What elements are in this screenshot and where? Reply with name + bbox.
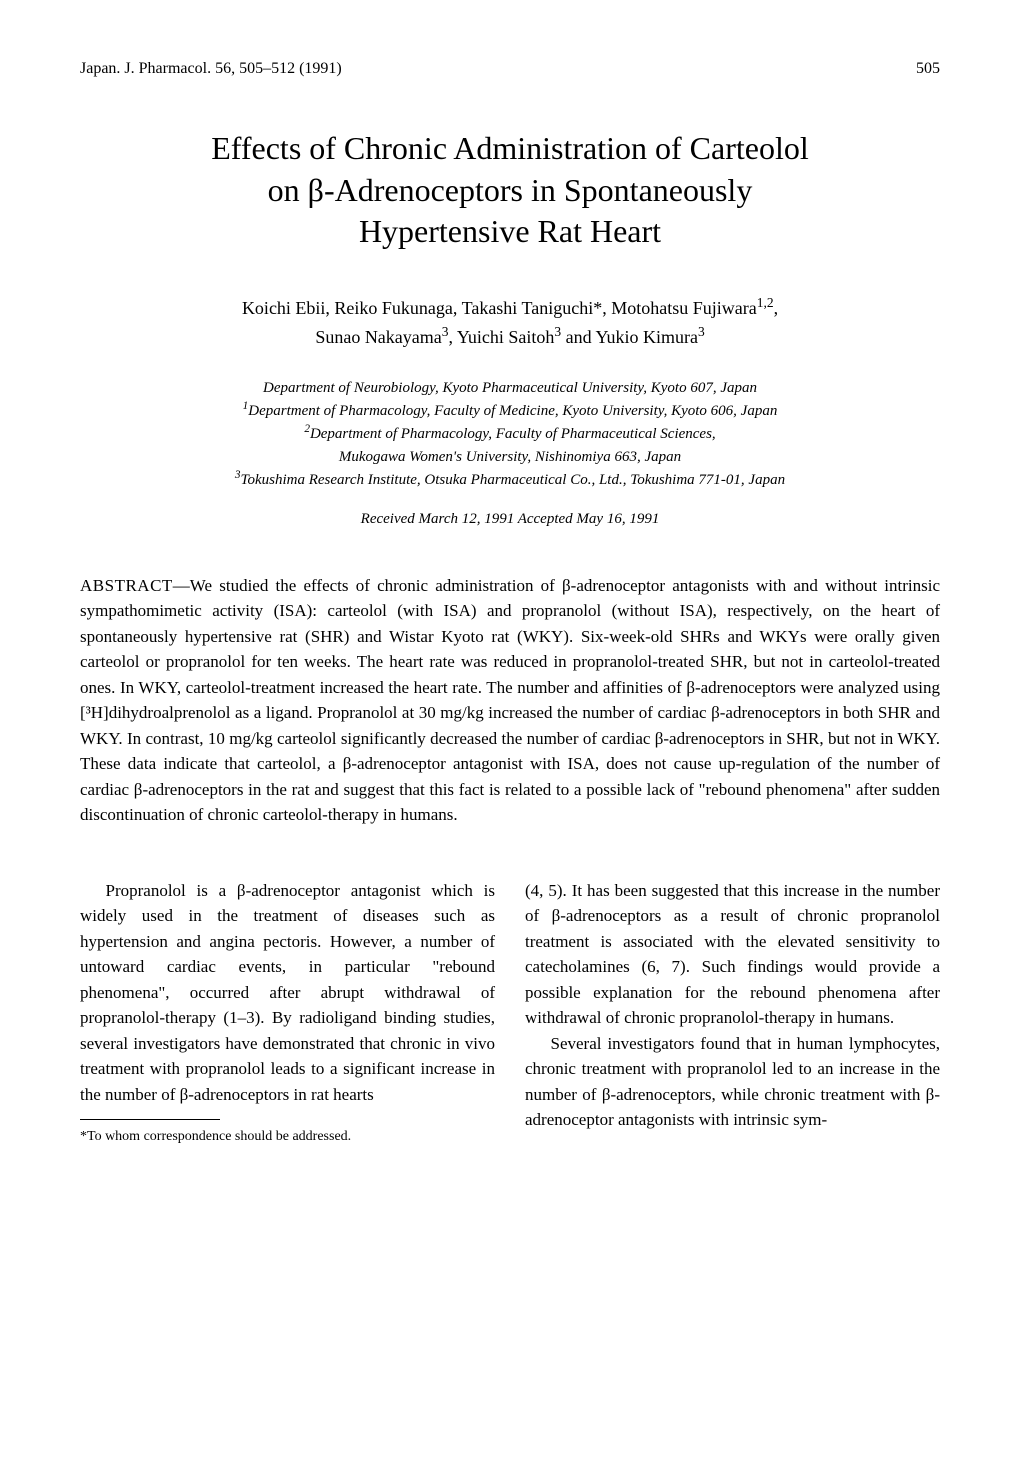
body-paragraph: Several investigators found that in huma… — [525, 1031, 940, 1133]
affil-text: Department of Neurobiology, Kyoto Pharma… — [263, 380, 757, 396]
authors-line-1-after: , — [774, 298, 779, 318]
affiliation-line: 3Tokushima Research Institute, Otsuka Ph… — [80, 468, 940, 491]
title-line-2: on β-Adrenoceptors in Spontaneously — [268, 172, 753, 208]
affil-text: Department of Pharmacology, Faculty of P… — [310, 426, 716, 442]
affiliation-line: Mukogawa Women's University, Nishinomiya… — [80, 445, 940, 468]
affiliation-line: 2Department of Pharmacology, Faculty of … — [80, 422, 940, 445]
affiliations-block: Department of Neurobiology, Kyoto Pharma… — [80, 376, 940, 491]
authors-line-2-pre: Sunao Nakayama — [315, 327, 441, 347]
author-sup-2c: 3 — [698, 324, 705, 339]
affiliation-line: 1Department of Pharmacology, Faculty of … — [80, 399, 940, 422]
affiliation-line: Department of Neurobiology, Kyoto Pharma… — [80, 376, 940, 399]
left-column: Propranolol is a β-adrenoceptor antagoni… — [80, 878, 495, 1148]
received-accepted-dates: Received March 12, 1991 Accepted May 16,… — [80, 511, 940, 528]
title-line-3: Hypertensive Rat Heart — [359, 213, 661, 249]
abstract-block: ABSTRACT—We studied the effects of chron… — [80, 573, 940, 828]
body-columns: Propranolol is a β-adrenoceptor antagoni… — [80, 878, 940, 1148]
affil-text: Mukogawa Women's University, Nishinomiya… — [339, 449, 681, 465]
title-line-1: Effects of Chronic Administration of Car… — [211, 130, 809, 166]
authors-line-1: Koichi Ebii, Reiko Fukunaga, Takashi Tan… — [242, 298, 757, 318]
affil-text: Department of Pharmacology, Faculty of M… — [248, 403, 777, 419]
correspondence-footnote: *To whom correspondence should be addres… — [80, 1126, 495, 1147]
authors-line-2-mid: , Yuichi Saitoh — [449, 327, 555, 347]
author-sup-1: 1,2 — [757, 295, 774, 310]
abstract-text: —We studied the effects of chronic admin… — [80, 576, 940, 825]
page-number: 505 — [916, 60, 940, 78]
footnote-rule — [80, 1119, 220, 1120]
page-header: Japan. J. Pharmacol. 56, 505–512 (1991) … — [80, 60, 940, 78]
body-paragraph: Propranolol is a β-adrenoceptor antagoni… — [80, 878, 495, 1108]
authors-block: Koichi Ebii, Reiko Fukunaga, Takashi Tan… — [80, 293, 940, 351]
abstract-label: ABSTRACT — [80, 576, 173, 595]
journal-citation: Japan. J. Pharmacol. 56, 505–512 (1991) — [80, 60, 342, 78]
body-paragraph: (4, 5). It has been suggested that this … — [525, 878, 940, 1031]
right-column: (4, 5). It has been suggested that this … — [525, 878, 940, 1148]
article-title: Effects of Chronic Administration of Car… — [80, 128, 940, 253]
affil-text: Tokushima Research Institute, Otsuka Pha… — [241, 472, 786, 488]
author-sup-2a: 3 — [442, 324, 449, 339]
authors-line-2-mid2: and Yukio Kimura — [561, 327, 698, 347]
